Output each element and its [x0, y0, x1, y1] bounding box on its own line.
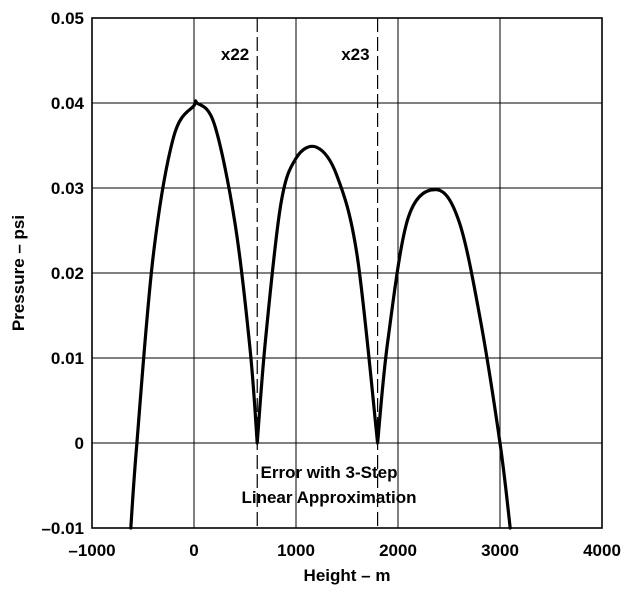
y-tick-labels: –0.01 0 0.01 0.02 0.03 0.04 0.05 — [41, 9, 84, 538]
step-marker-label: x23 — [341, 45, 369, 64]
grid-lines — [91, 17, 603, 529]
x-tick-label: 2000 — [379, 541, 417, 560]
x-tick-label: 4000 — [583, 541, 621, 560]
x-axis-title: Height – m — [304, 566, 391, 585]
y-tick-label: 0.02 — [51, 264, 84, 283]
plot-frame — [91, 17, 603, 529]
annotation-line-2: Linear Approximation — [241, 488, 416, 507]
y-tick-label: 0.01 — [51, 349, 84, 368]
x-tick-label: –1000 — [68, 541, 115, 560]
y-tick-label: 0.04 — [51, 94, 85, 113]
x-tick-label: 3000 — [481, 541, 519, 560]
y-tick-label: –0.01 — [41, 519, 84, 538]
y-tick-label: 0.05 — [51, 9, 84, 28]
x-tick-label: 1000 — [277, 541, 315, 560]
y-tick-label: 0 — [75, 434, 84, 453]
x-tick-labels: –1000 0 1000 2000 3000 4000 — [68, 541, 621, 560]
annotation-line-1: Error with 3-Step — [261, 463, 398, 482]
y-tick-label: 0.03 — [51, 179, 84, 198]
x-tick-label: 0 — [189, 541, 198, 560]
y-axis-title: Pressure – psi — [9, 215, 28, 331]
step-marker-label: x22 — [221, 45, 249, 64]
error-curve-line — [129, 99, 512, 530]
